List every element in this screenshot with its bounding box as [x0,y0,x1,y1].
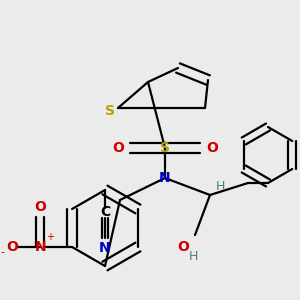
Text: H: H [215,181,225,194]
Text: O: O [112,141,124,155]
Text: -: - [0,247,4,257]
Text: O: O [206,141,218,155]
Text: N: N [34,240,46,254]
Text: H: H [188,250,198,263]
Text: C: C [100,205,110,219]
Text: N: N [159,171,171,185]
Text: +: + [46,232,54,242]
Text: S: S [160,141,170,155]
Text: O: O [177,240,189,254]
Text: N: N [99,241,111,255]
Text: S: S [105,104,115,118]
Text: O: O [6,240,18,254]
Text: O: O [34,200,46,214]
